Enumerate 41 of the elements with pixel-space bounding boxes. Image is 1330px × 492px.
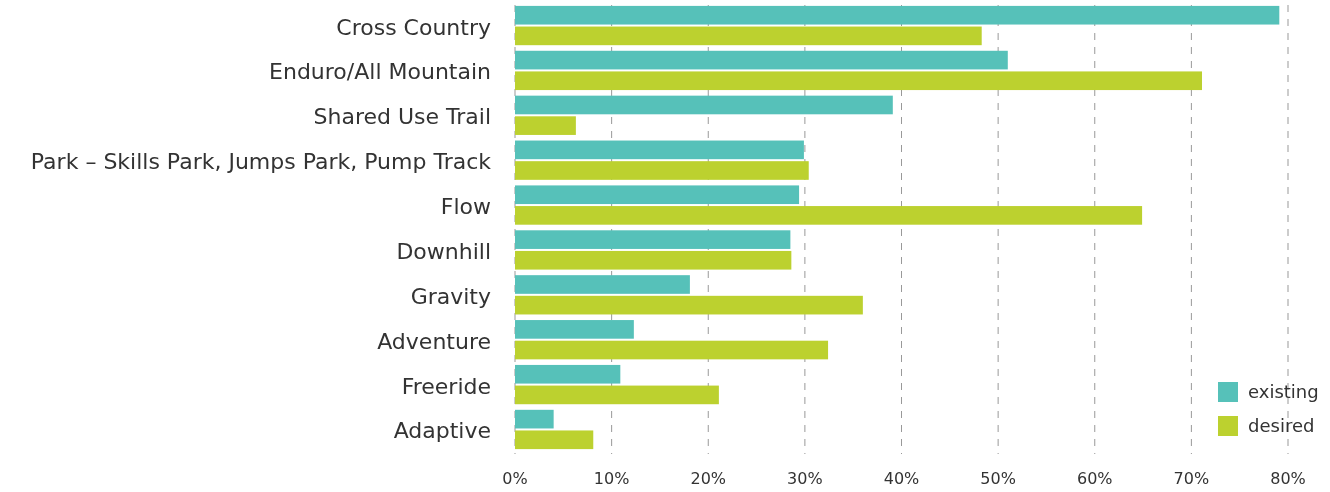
y-tick-label: Cross Country xyxy=(336,14,491,40)
bar xyxy=(515,230,791,249)
y-tick-label: Park – Skills Park, Jumps Park, Pump Track xyxy=(30,149,492,175)
bar xyxy=(515,364,621,384)
bar xyxy=(515,295,863,315)
y-tick-label: Downhill xyxy=(396,238,491,264)
bar xyxy=(515,140,804,160)
x-tick-label: 40% xyxy=(883,469,920,488)
bar xyxy=(515,26,982,46)
bar xyxy=(515,409,554,429)
y-tick-label: Gravity xyxy=(410,283,491,309)
bar xyxy=(515,275,690,294)
bar xyxy=(515,250,792,270)
bar xyxy=(515,161,809,180)
y-tick-label: Freeride xyxy=(401,373,491,399)
bar xyxy=(515,95,893,115)
bar xyxy=(515,71,1202,91)
bar xyxy=(515,430,594,450)
bar xyxy=(515,320,634,339)
y-tick-label: Shared Use Trail xyxy=(313,104,491,130)
x-tick-label: 80% xyxy=(1270,469,1306,488)
y-tick-label: Enduro/All Mountain xyxy=(269,59,491,85)
x-tick-label: 0% xyxy=(502,469,528,488)
y-tick-label: Flow xyxy=(440,194,491,220)
bar xyxy=(515,385,719,405)
legend-label: desired xyxy=(1248,415,1315,436)
y-tick-label: Adaptive xyxy=(393,418,491,444)
x-tick-label: 10% xyxy=(593,469,630,488)
y-tick-label: Adventure xyxy=(377,328,491,354)
x-tick-label: 30% xyxy=(787,469,823,488)
x-tick-label: 70% xyxy=(1173,469,1210,488)
bar xyxy=(515,340,829,360)
x-tick-label: 60% xyxy=(1076,469,1113,488)
bar xyxy=(515,116,576,135)
x-tick-label: 20% xyxy=(690,469,727,488)
bar xyxy=(515,185,800,205)
x-tick-label: 50% xyxy=(980,469,1016,488)
bar xyxy=(515,50,1008,70)
legend-label: existing xyxy=(1248,381,1319,402)
bar xyxy=(515,5,1280,25)
bar xyxy=(515,206,1143,225)
